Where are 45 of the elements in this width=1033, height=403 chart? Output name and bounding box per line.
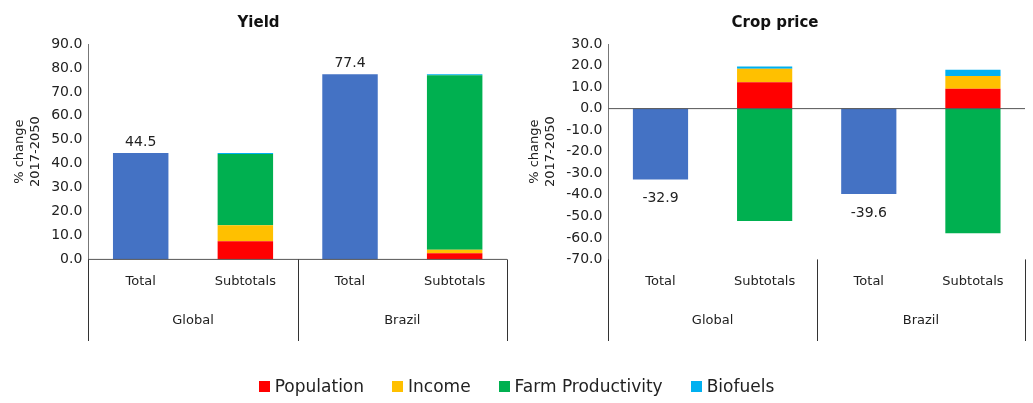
legend-label: Farm Productivity — [514, 376, 663, 396]
chart-title: Crop price — [731, 12, 819, 31]
text: Brazil — [902, 312, 939, 328]
x-tick-label: Total — [644, 272, 676, 288]
text: Global — [691, 312, 734, 328]
y-tick-label: 0.0 — [60, 250, 83, 267]
data-label: -39.6 — [850, 203, 887, 220]
y-tick-label: 70.0 — [51, 82, 83, 99]
y-tick-label: 60.0 — [51, 106, 83, 123]
y-tick-label: 80.0 — [51, 58, 83, 75]
y-tick-label: -10.0 — [566, 120, 603, 137]
x-tick-label: Subtotals — [214, 272, 277, 288]
y-tick-label: -20.0 — [566, 142, 603, 159]
y-tick-label: -70.0 — [566, 250, 603, 267]
x-tick-label: Total — [852, 272, 884, 288]
x-tick-label: Subtotals — [424, 272, 486, 288]
y-tick-label: 40.0 — [51, 154, 83, 171]
y-tick-label: 30.0 — [571, 34, 603, 51]
data-label: -32.9 — [642, 189, 679, 206]
y-tick-label: 30.0 — [51, 178, 83, 195]
x-tick-label: Subtotals — [734, 272, 796, 288]
legend-label: Biofuels — [706, 376, 775, 396]
text: Brazil — [384, 312, 421, 328]
x-tick-label: Subtotals — [942, 272, 1004, 288]
y-tick-label: -40.0 — [566, 185, 603, 202]
chart-title: Yield — [236, 12, 280, 31]
y-tick-label: 20.0 — [571, 56, 603, 73]
y-axis-title: % change 2017-2050 — [11, 116, 42, 188]
y-tick-label: 90.0 — [51, 34, 83, 51]
y-tick-label: 20.0 — [51, 202, 83, 219]
text: Global — [172, 312, 214, 328]
x-tick-label: Total — [124, 272, 156, 288]
y-tick-label: 0.0 — [580, 99, 603, 116]
y-tick-label: -60.0 — [566, 228, 603, 245]
y-axis-title: % change 2017-2050 — [526, 116, 557, 188]
legend-label: Income — [408, 376, 471, 396]
data-label: 44.5 — [125, 132, 157, 149]
y-tick-label: 50.0 — [51, 130, 83, 147]
legend-label: Population — [274, 376, 365, 396]
y-tick-label: 10.0 — [51, 226, 83, 243]
y-tick-label: 10.0 — [571, 77, 603, 94]
x-tick-label: Total — [333, 272, 366, 288]
y-tick-label: -30.0 — [566, 163, 603, 180]
data-label: 77.4 — [334, 53, 366, 70]
y-tick-label: -50.0 — [566, 206, 603, 223]
